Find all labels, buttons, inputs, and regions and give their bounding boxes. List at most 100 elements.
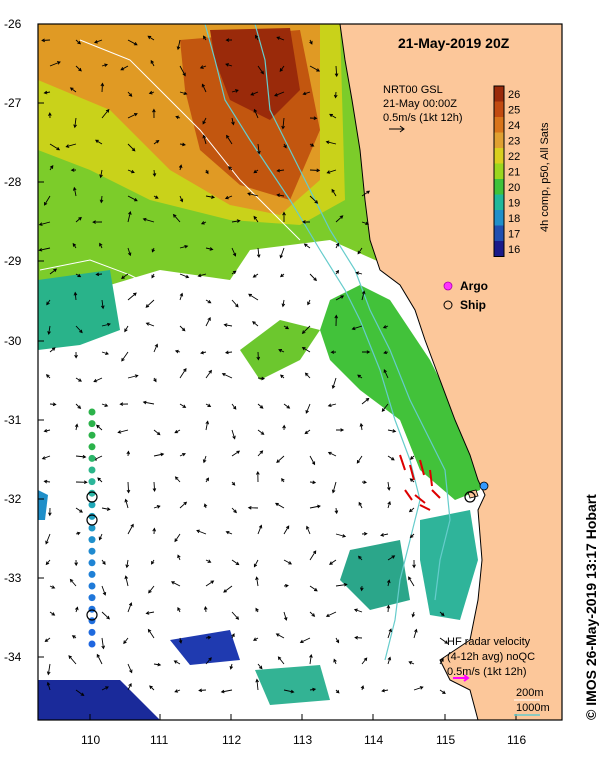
velocity-arrow — [309, 65, 321, 72]
velocity-arrow — [101, 507, 111, 511]
velocity-arrow — [75, 377, 82, 382]
colorbar-swatch — [494, 225, 504, 241]
velocity-arrow — [153, 377, 157, 383]
colorbar-swatch — [494, 132, 504, 148]
velocity-arrow — [127, 247, 132, 257]
velocity-arrow — [75, 39, 82, 45]
velocity-arrow — [309, 116, 318, 121]
velocity-arrow — [95, 139, 103, 145]
velocity-arrow — [45, 559, 51, 566]
velocity-arrow — [283, 583, 289, 588]
velocity-arrow — [408, 661, 415, 665]
hf-arrow — [429, 469, 433, 487]
velocity-arrow — [357, 247, 363, 255]
colorbar-tick-label: 21 — [508, 167, 520, 179]
velocity-arrow — [99, 242, 103, 249]
velocity-arrow — [386, 604, 391, 613]
velocity-arrow — [101, 108, 110, 119]
velocity-arrow — [439, 637, 449, 644]
velocity-arrow — [43, 479, 51, 484]
nrt-legend-line3: 0.5m/s (1kt 12h) — [383, 112, 462, 124]
velocity-arrow — [281, 477, 285, 483]
velocity-arrow — [257, 143, 261, 155]
velocity-arrow — [179, 65, 186, 77]
velocity-arrow — [252, 637, 259, 641]
lon-label: 110 — [81, 733, 100, 747]
velocity-arrow — [176, 39, 181, 51]
hf-legend-line2: (4-12h avg) noQC — [447, 651, 535, 663]
velocity-arrow — [309, 195, 319, 204]
velocity-arrow — [224, 350, 233, 355]
velocity-arrow — [231, 507, 237, 514]
lat-label: -34 — [4, 650, 22, 664]
velocity-arrow — [127, 602, 133, 613]
argo-point — [88, 501, 96, 509]
velocity-arrow — [331, 481, 337, 494]
velocity-arrow — [333, 658, 337, 665]
velocity-arrow — [75, 65, 82, 72]
velocity-arrow — [335, 533, 347, 538]
velocity-arrow — [43, 90, 51, 95]
velocity-arrow — [152, 108, 156, 119]
velocity-arrow — [127, 112, 138, 119]
velocity-arrow — [45, 533, 51, 545]
velocity-arrow — [150, 559, 155, 565]
depth-legend-1000m: 1000m — [516, 702, 550, 714]
colorbar-tick-label: 24 — [508, 120, 520, 132]
argo-point — [88, 524, 96, 532]
velocity-arrow — [46, 663, 51, 676]
velocity-arrow — [353, 608, 363, 613]
velocity-arrow — [383, 369, 389, 379]
velocity-arrow — [281, 299, 286, 308]
velocity-arrow — [49, 268, 58, 275]
velocity-arrow — [38, 247, 51, 252]
lat-label: -30 — [4, 334, 22, 348]
colorbar-tick-label: 26 — [508, 89, 520, 101]
velocity-arrow — [72, 186, 77, 197]
velocity-arrow — [75, 531, 81, 536]
lon-axis: 110 111 112 113 114 115 116 — [81, 733, 526, 747]
argo-point — [88, 570, 96, 578]
velocity-arrow — [226, 134, 233, 145]
velocity-arrow — [101, 585, 107, 596]
velocity-arrow — [147, 628, 155, 639]
velocity-arrow — [381, 688, 389, 693]
velocity-arrow — [101, 611, 111, 620]
velocity-arrow — [179, 142, 186, 147]
velocity-arrow — [199, 65, 207, 69]
velocity-arrow — [255, 576, 259, 587]
velocity-arrow — [257, 450, 264, 457]
velocity-arrow — [231, 403, 237, 410]
velocity-arrow — [74, 559, 78, 567]
colorbar-tick-label: 22 — [508, 151, 520, 163]
velocity-arrow — [309, 653, 313, 665]
velocity-arrow — [153, 505, 161, 509]
lon-label: 113 — [293, 733, 312, 747]
colorbar-tick-label: 16 — [508, 244, 520, 256]
velocity-arrow — [75, 454, 87, 459]
velocity-arrow — [309, 168, 321, 173]
velocity-arrow — [335, 582, 348, 587]
hf-arrow — [399, 454, 406, 471]
velocity-arrow — [247, 505, 259, 510]
velocity-arrow — [335, 637, 340, 644]
contour-200m-b — [39, 259, 161, 291]
colorbar-swatch — [494, 86, 504, 102]
map-title: 21-May-2019 20Z — [398, 35, 510, 51]
velocity-arrow — [179, 501, 188, 509]
velocity-arrow — [150, 59, 155, 67]
sst-layer — [38, 24, 562, 720]
velocity-arrow — [231, 611, 240, 620]
lat-label: -26 — [4, 17, 22, 31]
velocity-arrow — [299, 637, 311, 644]
velocity-arrow — [283, 143, 287, 149]
velocity-arrow — [49, 143, 61, 151]
velocity-arrow — [358, 501, 363, 509]
velocity-arrow — [46, 299, 51, 306]
velocity-arrow — [43, 428, 51, 433]
velocity-arrow — [252, 321, 259, 327]
velocity-arrow — [96, 653, 103, 665]
velocity-arrow — [205, 559, 212, 563]
nrt-legend-line2: 21-May 00:00Z — [383, 98, 457, 110]
velocity-arrow — [75, 689, 85, 697]
